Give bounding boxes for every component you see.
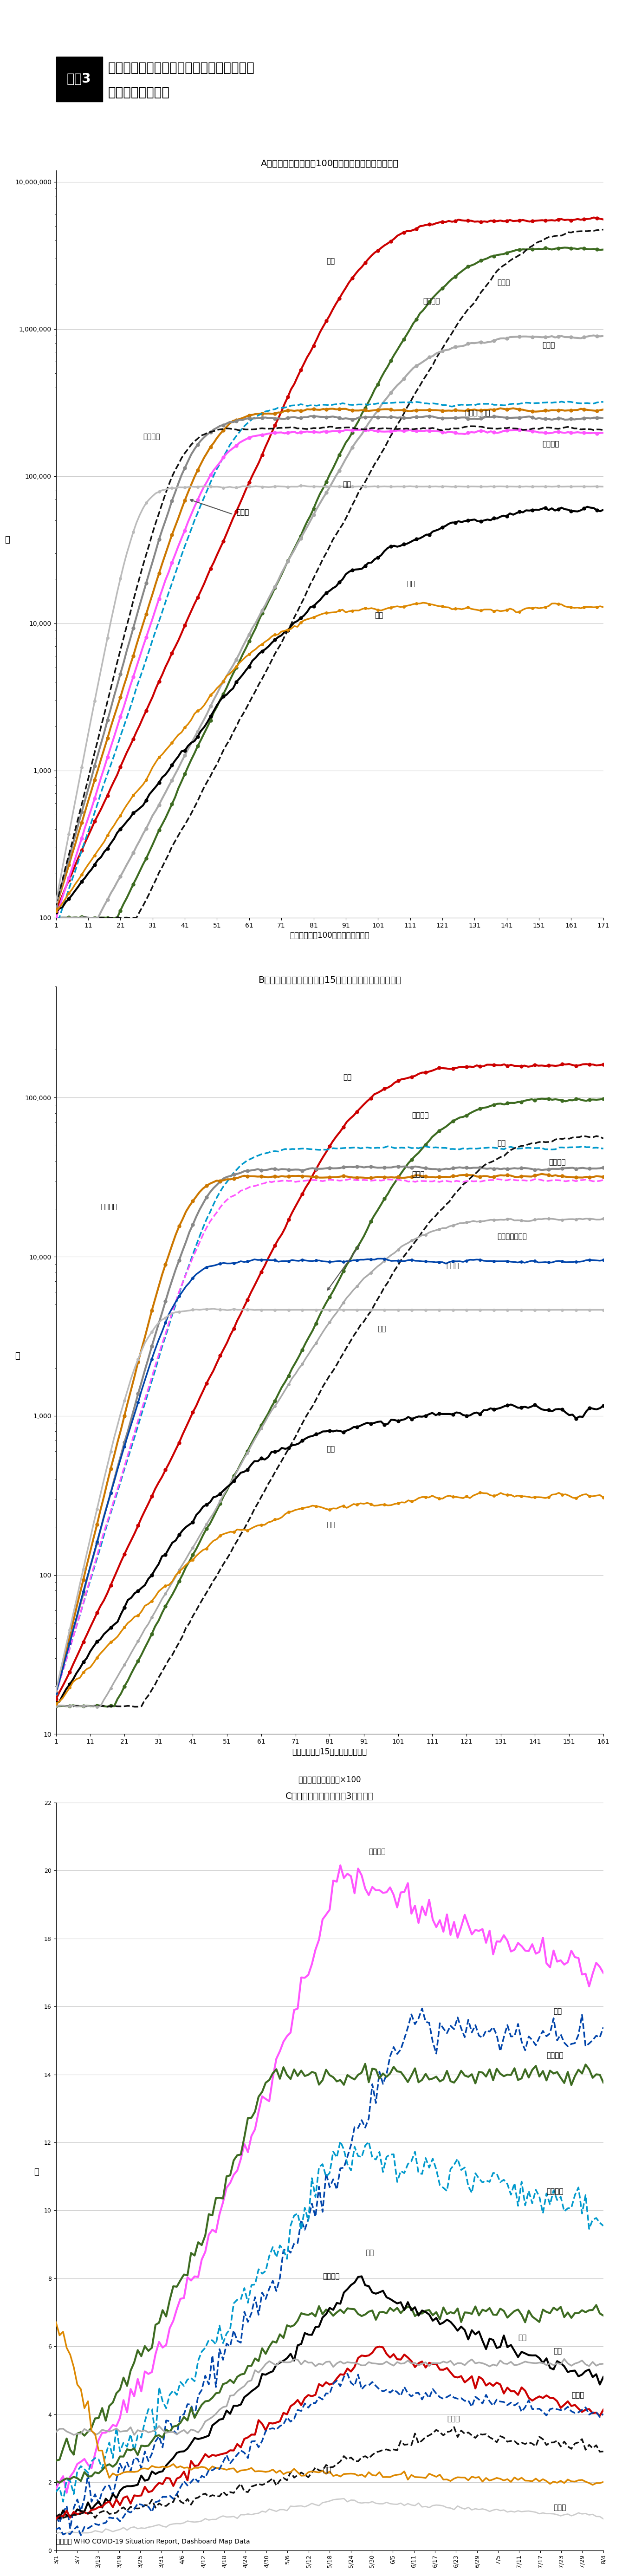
Text: インド: インド (497, 278, 510, 286)
Text: スペイン: スペイン (547, 2187, 564, 2195)
Y-axis label: ％: ％ (34, 2169, 39, 2177)
Text: ロシアフランス: ロシアフランス (498, 1234, 527, 1239)
FancyBboxPatch shape (56, 57, 103, 100)
Text: フランス: フランス (542, 440, 559, 448)
Text: 中国: 中国 (378, 1327, 386, 1332)
Text: 日本: 日本 (327, 1445, 335, 1453)
Text: スペイン英国: スペイン英国 (465, 410, 490, 417)
Title: C．感染死亡率の推移（3月以降）: C．感染死亡率の推移（3月以降） (285, 1793, 374, 1801)
Text: スペイン: スペイン (101, 1203, 118, 1211)
Text: ドイツ: ドイツ (446, 1262, 458, 1270)
Text: 米国: 米国 (327, 258, 335, 265)
Text: インド: インド (412, 1170, 424, 1177)
Text: 中国: 中国 (343, 482, 351, 487)
Text: ブラジル: ブラジル (323, 2272, 340, 2280)
Y-axis label: 人: 人 (15, 1352, 20, 1360)
Text: イタリア: イタリア (547, 2053, 564, 2058)
Text: 日本と米国の動き: 日本と米国の動き (108, 85, 170, 98)
Text: 死亡者数／感染者数×100: 死亡者数／感染者数×100 (298, 1775, 361, 1785)
Text: 韓国: 韓国 (323, 2465, 331, 2473)
Text: イタリア: イタリア (143, 433, 160, 440)
Title: B．感染死亡者数の推移（15人以降日数別、対数目盛）: B．感染死亡者数の推移（15人以降日数別、対数目盛） (258, 976, 401, 984)
Text: 英国: 英国 (498, 1141, 506, 1146)
Text: （資料） WHO COVID-19 Situation Report, Dashboard Map Data: （資料） WHO COVID-19 Situation Report, Dash… (56, 2537, 250, 2545)
Text: インド: インド (447, 2416, 460, 2421)
Text: 主要国の感染動向の中で以外にもよく似た: 主要国の感染動向の中で以外にもよく似た (108, 62, 254, 75)
Text: 図表3: 図表3 (67, 72, 91, 85)
Text: ドイツ: ドイツ (236, 510, 249, 515)
Text: 中国: 中国 (554, 2347, 562, 2354)
X-axis label: 死亡者数累計15人以降の経過日数: 死亡者数累計15人以降の経過日数 (292, 1747, 367, 1757)
Text: 韓国: 韓国 (374, 611, 383, 618)
X-axis label: 感染者数累計100人以降の経過日数: 感染者数累計100人以降の経過日数 (290, 933, 369, 940)
Text: イタリア: イタリア (549, 1159, 565, 1167)
Y-axis label: 人: 人 (4, 536, 9, 544)
Text: 日本: 日本 (365, 2249, 374, 2257)
Text: 米国: 米国 (343, 1074, 352, 1082)
Text: 米国: 米国 (518, 2334, 526, 2342)
Text: ドイツ: ドイツ (572, 2391, 584, 2398)
Text: 韓国: 韓国 (327, 1522, 335, 1528)
Title: A．感染者数の推移（100人以降日数別、対数目盛）: A．感染者数の推移（100人以降日数別、対数目盛） (261, 160, 399, 167)
Text: 英国: 英国 (554, 2007, 562, 2014)
Text: ロシア: ロシア (542, 343, 555, 348)
Text: 日本: 日本 (407, 580, 415, 587)
Text: ロシア: ロシア (554, 2504, 566, 2512)
Text: フランス: フランス (369, 1847, 386, 1855)
Text: ブラジル: ブラジル (423, 296, 440, 304)
Text: ブラジル: ブラジル (412, 1113, 429, 1118)
